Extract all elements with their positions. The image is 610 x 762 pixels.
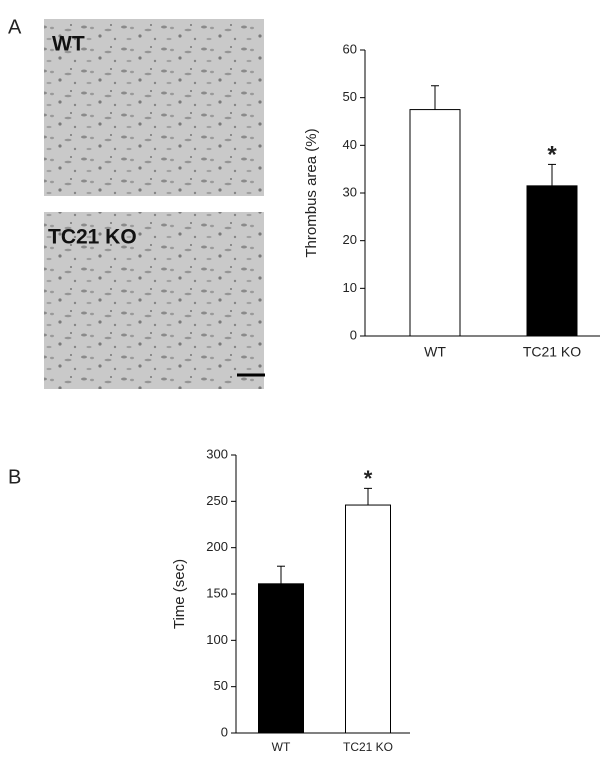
- x-tick-label: TC21 KO: [343, 740, 393, 754]
- micrograph: [44, 212, 264, 389]
- bar: [345, 504, 391, 734]
- panel-label: B: [8, 466, 21, 488]
- y-tick-label: 250: [206, 493, 228, 508]
- y-tick-label: 300: [206, 446, 228, 461]
- y-tick-label: 150: [206, 585, 228, 600]
- micrograph: [44, 19, 264, 196]
- y-axis-label: Thrombus area (%): [303, 128, 320, 257]
- y-tick-label: 0: [221, 724, 228, 739]
- image-label: TC21 KO: [48, 226, 137, 249]
- y-tick-label: 10: [343, 280, 357, 295]
- x-tick-label: WT: [272, 740, 291, 754]
- y-tick-label: 50: [343, 89, 357, 104]
- bar: [409, 109, 461, 337]
- y-axis-label: Time (sec): [171, 559, 188, 629]
- y-tick-label: 20: [343, 232, 357, 247]
- y-tick-label: 40: [343, 137, 357, 152]
- bar: [258, 583, 304, 734]
- x-tick-label: TC21 KO: [523, 344, 581, 360]
- image-label: WT: [52, 33, 85, 56]
- y-tick-label: 0: [350, 327, 357, 342]
- significance-mark: *: [364, 466, 373, 491]
- panel-label: A: [8, 16, 22, 38]
- y-tick-label: 50: [214, 678, 228, 693]
- y-tick-label: 200: [206, 539, 228, 554]
- bar: [526, 185, 578, 337]
- y-tick-label: 60: [343, 41, 357, 56]
- y-tick-label: 100: [206, 632, 228, 647]
- x-tick-label: WT: [424, 344, 446, 360]
- y-tick-label: 30: [343, 184, 357, 199]
- significance-mark: *: [547, 142, 557, 169]
